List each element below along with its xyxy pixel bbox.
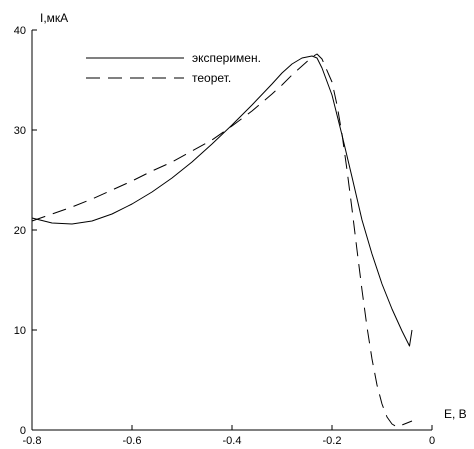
legend-label-experimental: эксперимен. [192, 51, 261, 65]
x-tick-label: -0.6 [123, 435, 142, 447]
series-group [31, 53, 413, 428]
legend-label-theoretical: теорет. [192, 71, 231, 85]
x-ticks: -0.8 -0.6 -0.4 -0.2 0 [23, 425, 435, 447]
legend: эксперимен. теорет. [86, 51, 261, 85]
axes [31, 30, 432, 431]
series-line-theoretical [31, 53, 413, 428]
x-axis-label: E, В [444, 407, 467, 421]
y-tick-label: 30 [14, 125, 26, 137]
x-tick-label: -0.2 [323, 435, 342, 447]
x-tick-label: -0.8 [23, 435, 42, 447]
y-tick-label: 10 [14, 325, 26, 337]
y-tick-label: 20 [14, 225, 26, 237]
x-tick-label: 0 [429, 435, 435, 447]
x-tick-label: -0.4 [223, 435, 242, 447]
series-line-experimental [31, 55, 413, 347]
y-tick-label: 0 [20, 425, 26, 437]
y-tick-label: 40 [14, 25, 26, 37]
y-axis-label: I,мкА [40, 11, 68, 25]
y-ticks: 0 10 20 30 40 [14, 25, 37, 437]
